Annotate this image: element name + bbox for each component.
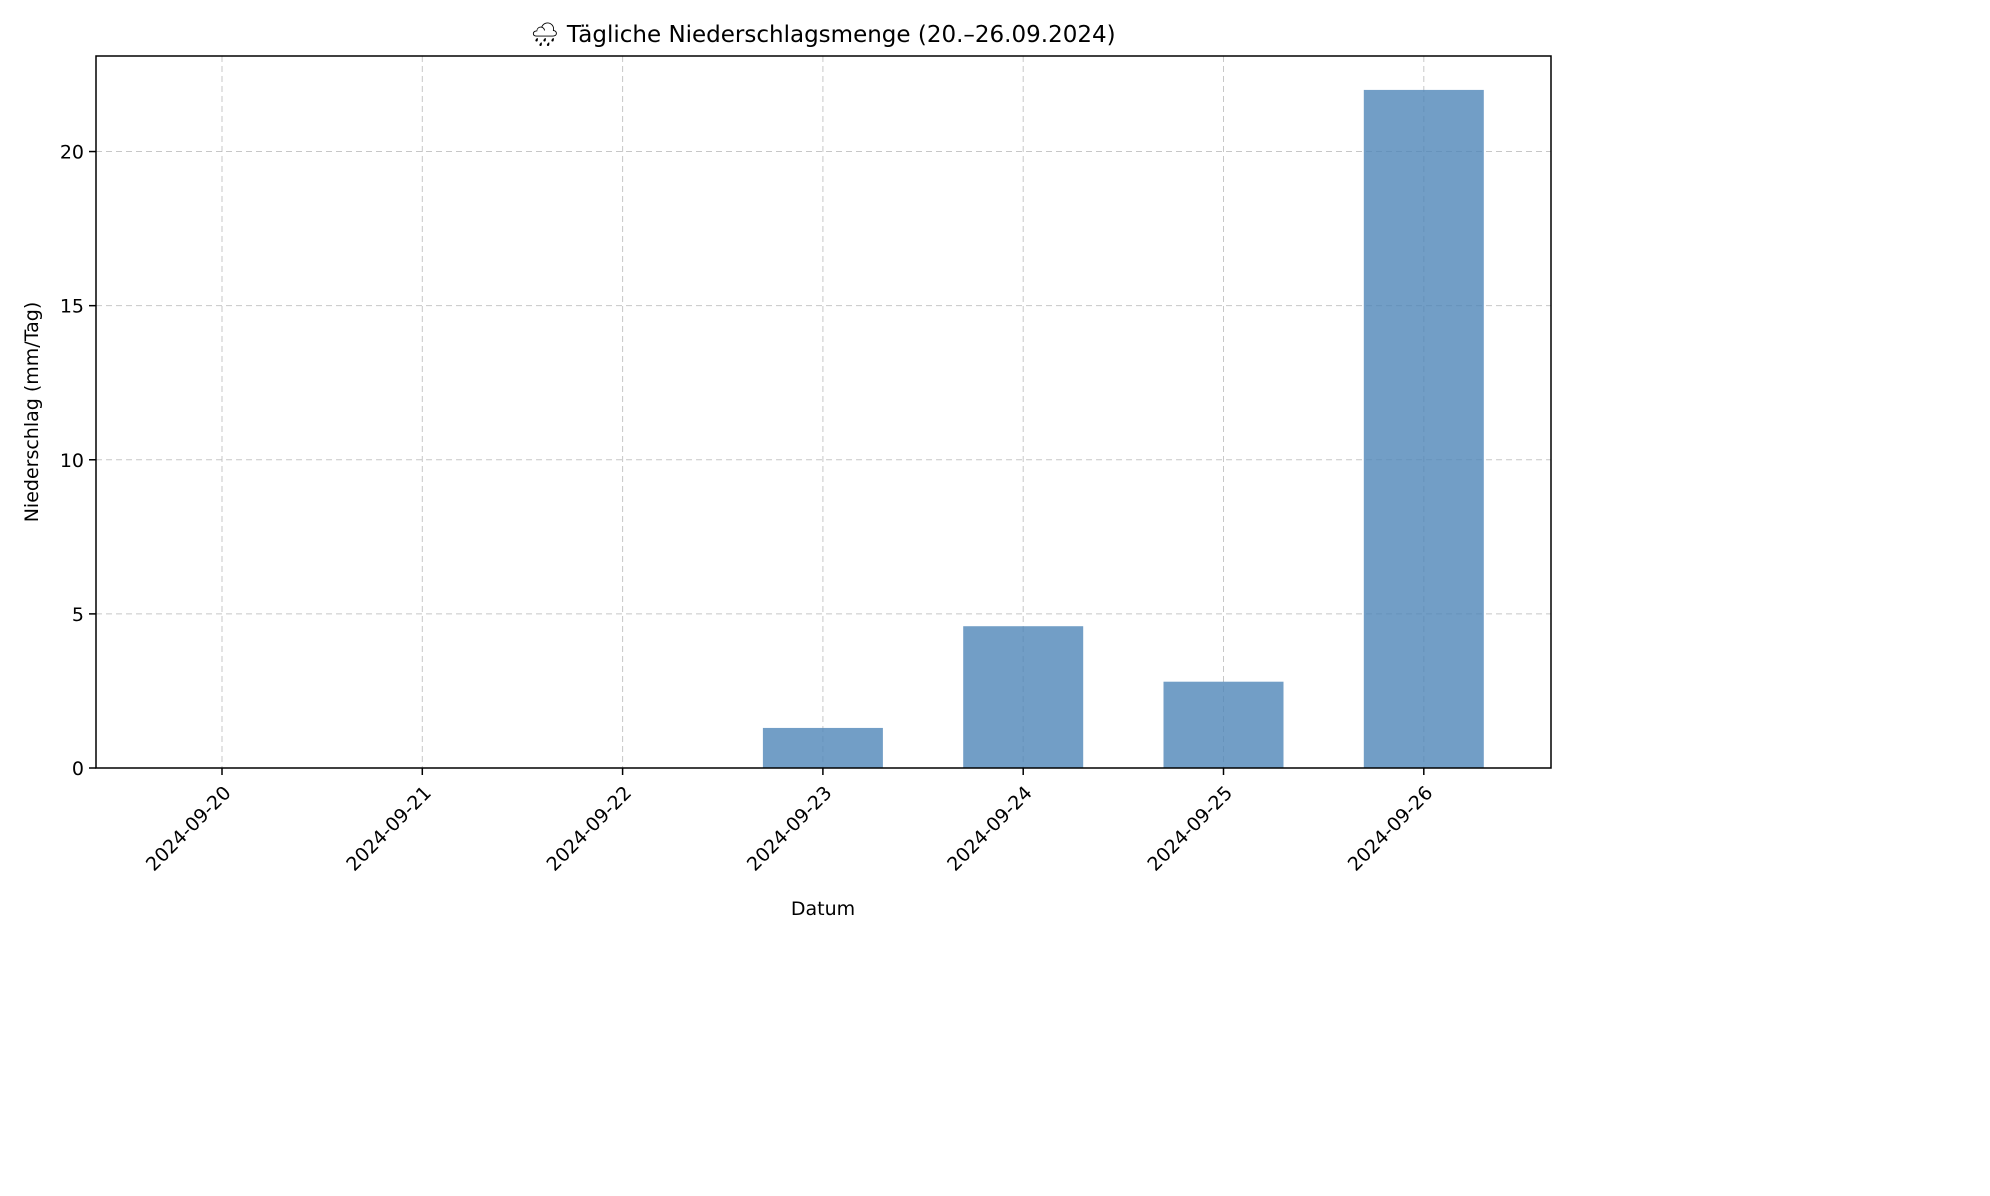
y-axis-label: Niederschlag (mm/Tag) xyxy=(21,302,43,523)
x-tick-label: 2024-09-24 xyxy=(943,782,1037,876)
x-tick-label: 2024-09-21 xyxy=(342,782,436,876)
x-tick-label: 2024-09-23 xyxy=(743,782,837,876)
chart-title: 🌧 Tägliche Niederschlagsmenge (20.–26.09… xyxy=(530,22,1115,48)
y-tick-label: 0 xyxy=(72,758,84,780)
bar-2024-09-23 xyxy=(762,727,883,768)
y-axis-ticks: 0 5 10 15 20 xyxy=(60,142,96,780)
x-axis-ticks: 2024-09-20 2024-09-21 2024-09-22 2024-09-23… xyxy=(142,768,1437,876)
bar-2024-09-26 xyxy=(1363,89,1484,768)
grid-lines xyxy=(96,56,1551,769)
rainfall-bar-chart: 🌧 Tägliche Niederschlagsmenge (20.–26.09… xyxy=(21,22,1552,920)
plot-frame xyxy=(95,55,1552,769)
bar-2024-09-24 xyxy=(963,626,1084,768)
bars xyxy=(762,89,1484,768)
x-tick-label: 2024-09-26 xyxy=(1344,782,1438,876)
x-axis-label: Datum xyxy=(791,898,855,920)
x-tick-label: 2024-09-20 xyxy=(142,782,236,876)
y-tick-label: 20 xyxy=(60,142,84,164)
x-tick-label: 2024-09-22 xyxy=(542,782,636,876)
y-tick-label: 15 xyxy=(60,296,84,318)
bar-2024-09-25 xyxy=(1163,681,1284,768)
y-tick-label: 10 xyxy=(60,450,84,472)
x-tick-label: 2024-09-25 xyxy=(1143,782,1237,876)
y-tick-label: 5 xyxy=(72,604,84,626)
